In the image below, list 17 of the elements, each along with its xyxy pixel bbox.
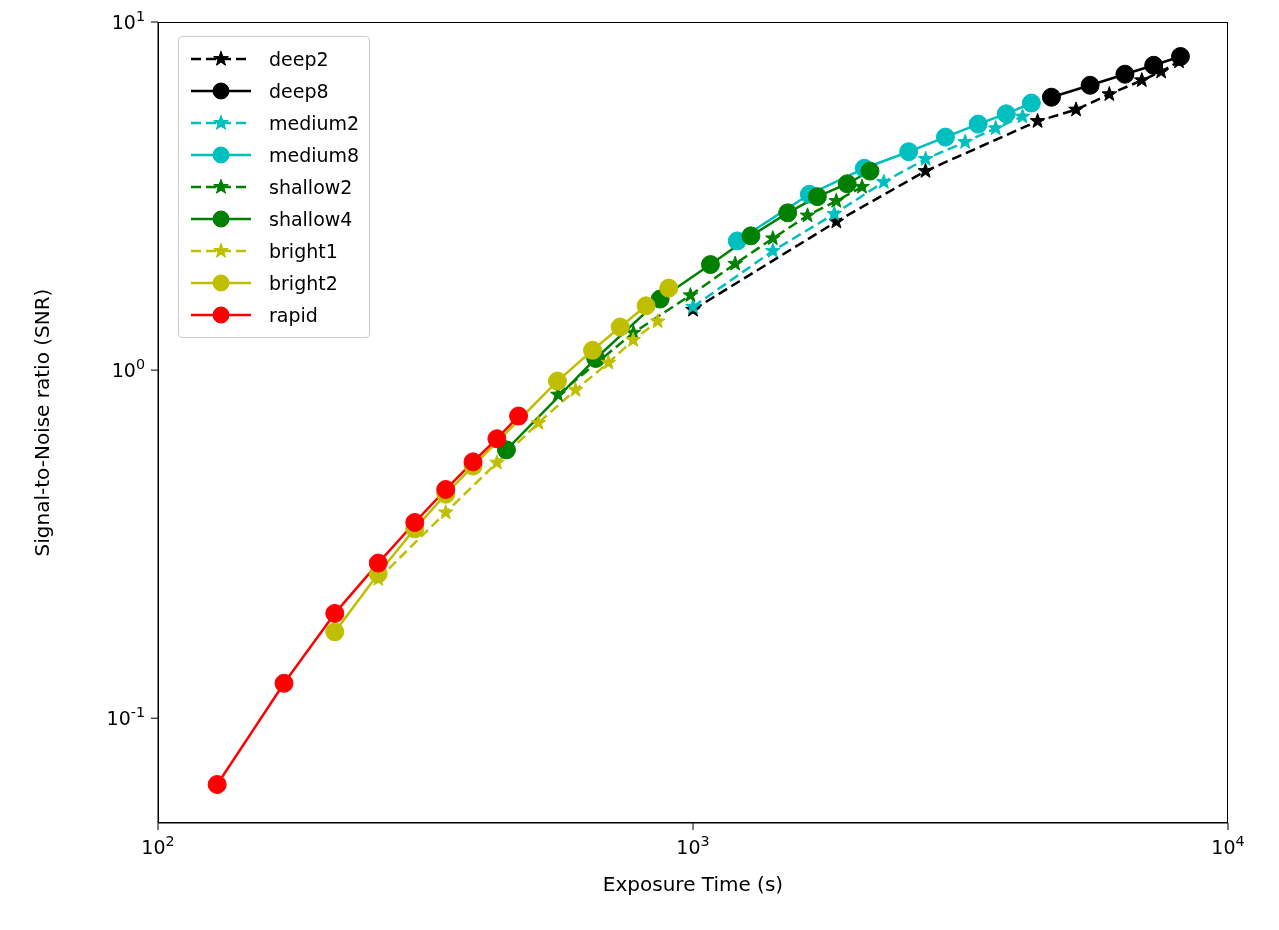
legend-label: bright1 [269, 240, 338, 262]
legend-label: deep2 [269, 48, 329, 70]
legend-label: medium2 [269, 112, 360, 134]
y-tick-label: 10$^{1}$ [111, 8, 145, 33]
x-axis-title: Exposure Time (s) [602, 872, 784, 896]
legend-label: shallow4 [269, 208, 353, 230]
y-tick-label: 10$^{0}$ [111, 356, 145, 382]
x-tick-label: 10$^{3}$ [676, 833, 710, 858]
legend-label: bright2 [269, 272, 338, 294]
legend-label: deep8 [269, 80, 329, 102]
y-axis-title: Signal-to-Noise ratio (SNR) [30, 288, 55, 557]
x-tick-label: 10$^{2}$ [141, 833, 175, 858]
y-tick-label: 10$^{-1}$ [106, 704, 145, 730]
x-tick-label: 10$^{4}$ [1211, 833, 1245, 858]
legend-label: medium8 [269, 144, 360, 166]
legend-label: rapid [269, 304, 318, 326]
legend-label: shallow2 [269, 176, 353, 198]
